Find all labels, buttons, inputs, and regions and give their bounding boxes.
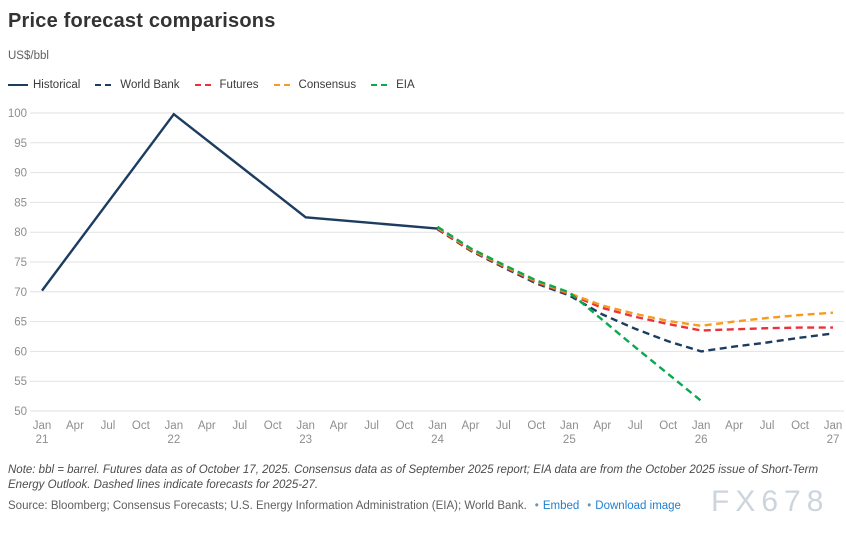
x-tick-year-label: 23 — [299, 434, 312, 446]
y-tick-label: 85 — [14, 197, 27, 209]
x-tick-month-label: Jul — [232, 420, 247, 432]
price-forecast-line-chart: 50 55 60 65 70 75 80 85 90 95 100 Jan 21 Apr Jul Oct Jan… — [8, 108, 844, 446]
y-tick-label: 90 — [14, 168, 27, 180]
x-tick-year-label: 25 — [563, 434, 576, 446]
y-tick-label: 65 — [14, 317, 27, 329]
y-tick-label: 70 — [14, 287, 27, 299]
legend-swatch-icon — [194, 83, 215, 87]
x-tick-month-label: Apr — [725, 420, 743, 432]
series-line-world-bank — [436, 228, 834, 353]
series-line-consensus — [436, 226, 834, 328]
x-tick-month-label: Jul — [628, 420, 643, 432]
x-tick-month-label: Oct — [396, 420, 415, 432]
x-tick-year-label: 24 — [431, 434, 444, 446]
series-line-eia — [436, 225, 702, 402]
x-tick-month-label: Jan — [33, 420, 52, 432]
fx678-watermark: FX678 — [711, 485, 830, 518]
x-tick-month-label: Apr — [330, 420, 348, 432]
legend-label: Futures — [219, 79, 259, 91]
bullet-separator: • — [587, 500, 592, 512]
y-tick-label: 95 — [14, 138, 27, 150]
x-tick-month-label: Jan — [296, 420, 315, 432]
legend-item-historical: Historical — [8, 79, 80, 91]
page-title: Price forecast comparisons — [8, 10, 276, 32]
x-tick-month-label: Oct — [659, 420, 678, 432]
x-tick-year-label: 21 — [36, 434, 49, 446]
x-tick-month-label: Jul — [496, 420, 511, 432]
legend-label: Historical — [33, 79, 81, 91]
x-tick-month-label: Jan — [428, 420, 447, 432]
legend-label: EIA — [396, 79, 415, 91]
legend-swatch-icon — [95, 83, 116, 87]
x-tick-month-label: Oct — [264, 420, 283, 432]
y-tick-label: 50 — [14, 406, 27, 418]
x-tick-month-label: Oct — [527, 420, 546, 432]
legend-item-futures: Futures — [194, 79, 259, 91]
x-tick-month-label: Apr — [198, 420, 216, 432]
x-tick-month-label: Oct — [132, 420, 151, 432]
x-tick-month-label: Jul — [364, 420, 379, 432]
legend-swatch-icon — [8, 83, 28, 87]
chart-area: 50 55 60 65 70 75 80 85 90 95 100 Jan 21 Apr Jul Oct Jan… — [0, 100, 846, 452]
x-tick-month-label: Jul — [101, 420, 116, 432]
legend-label: World Bank — [120, 79, 180, 91]
source-text: Source: Bloomberg; Consensus Forecasts; … — [8, 500, 527, 512]
legend-swatch-icon — [371, 83, 392, 87]
x-tick-year-label: 22 — [167, 434, 180, 446]
x-tick-month-label: Jul — [760, 420, 775, 432]
x-tick-month-label: Jan — [560, 420, 579, 432]
y-tick-label: 55 — [14, 376, 27, 388]
x-tick-month-label: Oct — [791, 420, 810, 432]
x-tick-year-label: 27 — [827, 434, 840, 446]
y-tick-label: 80 — [14, 227, 27, 239]
y-axis-unit-label: US$/bbl — [8, 50, 49, 62]
legend-label: Consensus — [298, 79, 357, 91]
y-tick-label: 75 — [14, 257, 27, 269]
x-tick-month-label: Apr — [462, 420, 480, 432]
series-line-historical — [41, 112, 438, 292]
footnote: Note: bbl = barrel. Futures data as of O… — [8, 464, 819, 491]
legend-swatch-icon — [273, 83, 294, 87]
legend-item-world-bank: World Bank — [95, 79, 180, 91]
download-image-link[interactable]: Download image — [595, 500, 681, 512]
x-tick-month-label: Jan — [692, 420, 711, 432]
x-tick-year-label: 26 — [695, 434, 708, 446]
embed-link[interactable]: Embed — [542, 500, 580, 512]
series-line-futures — [436, 227, 833, 332]
bullet-separator: • — [534, 500, 539, 512]
chart-legend: Historical World Bank Futures Consensus EIA — [8, 79, 415, 91]
x-tick-month-label: Jan — [165, 420, 184, 432]
y-tick-label: 60 — [14, 346, 27, 358]
legend-item-consensus: Consensus — [273, 79, 357, 91]
legend-item-eia: EIA — [371, 79, 415, 91]
x-tick-month-label: Apr — [66, 420, 84, 432]
x-tick-month-label: Jan — [824, 420, 843, 432]
source-line: Source: Bloomberg; Consensus Forecasts; … — [8, 500, 708, 512]
y-tick-label: 100 — [8, 108, 27, 120]
x-tick-month-label: Apr — [593, 420, 611, 432]
